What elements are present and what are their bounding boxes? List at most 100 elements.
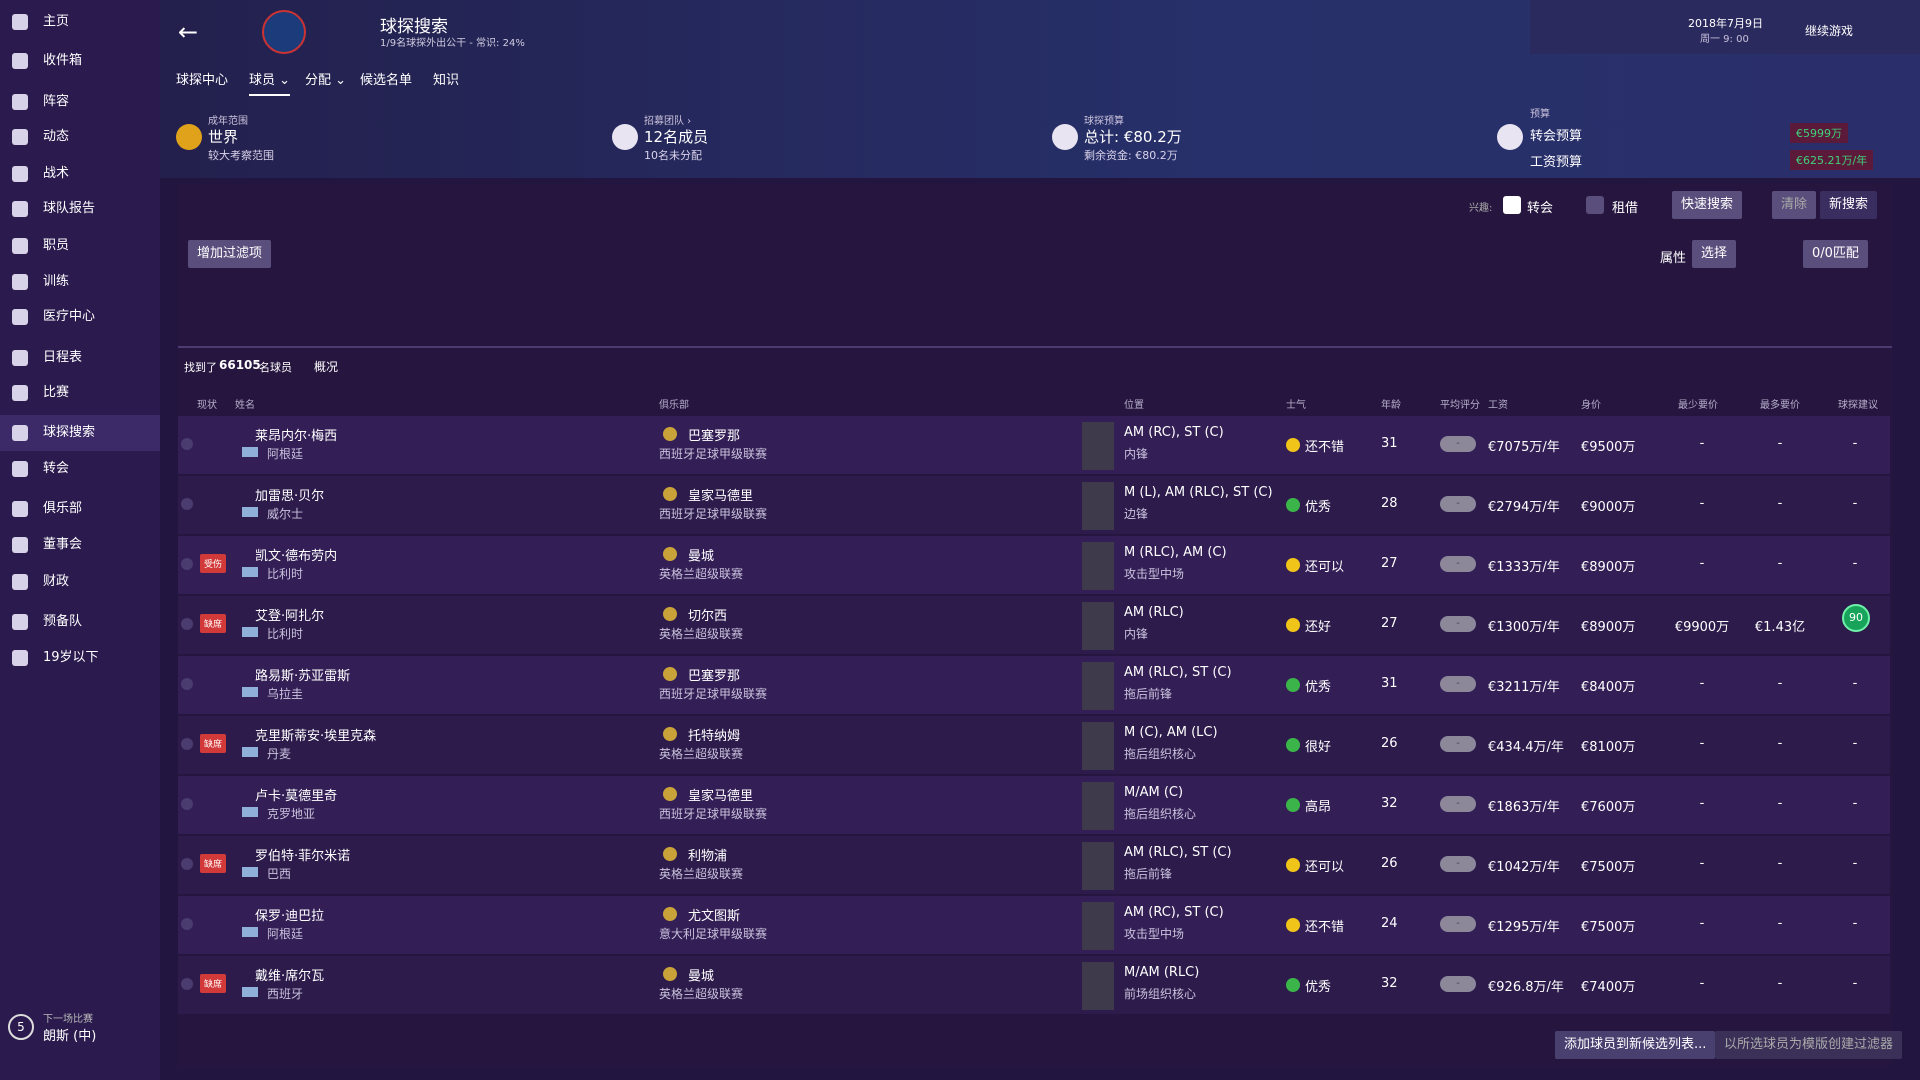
player-row[interactable]: 卢卡·莫德里奇 克罗地亚 皇家马德里 西班牙足球甲级联赛 M/AM (C) 拖后组织核心 高… bbox=[178, 776, 1890, 834]
rating: - bbox=[1440, 976, 1476, 992]
new-search[interactable]: 新搜索 bbox=[1820, 191, 1878, 219]
position: M (RLC), AM (C) bbox=[1124, 545, 1227, 560]
continue-button[interactable]: 继续游戏 bbox=[1805, 24, 1854, 38]
column-header[interactable]: 身价 bbox=[1581, 400, 1601, 411]
value: €8900万 bbox=[1581, 560, 1636, 575]
sidebar-item[interactable]: 医疗中心 bbox=[0, 299, 160, 335]
clear-button[interactable]: 清除 bbox=[1772, 191, 1817, 219]
league: 西班牙足球甲级联赛 bbox=[659, 507, 768, 521]
sidebar-item[interactable]: 俱乐部 bbox=[0, 491, 160, 527]
add-filter[interactable]: 增加过滤项 bbox=[188, 240, 272, 268]
morale: 还可以 bbox=[1305, 860, 1345, 875]
club: 利物浦 bbox=[688, 849, 728, 864]
column-header[interactable]: 球探建议 bbox=[1838, 400, 1878, 411]
column-header[interactable]: 现状 bbox=[197, 400, 217, 411]
sidebar-label: 职员 bbox=[43, 238, 70, 254]
sidebar-item[interactable]: 阵容 bbox=[0, 84, 160, 120]
player-row[interactable]: 缺席 克里斯蒂安·埃里克森 丹麦 托特纳姆 英格兰超级联赛 M (C), AM (LC) 拖… bbox=[178, 716, 1890, 774]
sidebar-item[interactable]: 财政 bbox=[0, 564, 160, 600]
nation: 阿根廷 bbox=[267, 927, 304, 941]
column-header[interactable]: 俱乐部 bbox=[659, 400, 689, 411]
value: €8400万 bbox=[1581, 680, 1636, 695]
sidebar-item[interactable]: 训练 bbox=[0, 264, 160, 300]
select-button[interactable]: 选择 bbox=[1692, 240, 1737, 268]
sidebar-icon bbox=[12, 385, 28, 402]
morale-icon bbox=[1286, 438, 1300, 452]
sidebar-item[interactable]: 日程表 bbox=[0, 340, 160, 376]
sidebar-item[interactable]: 转会 bbox=[0, 451, 160, 487]
info-label[interactable]: 招募团队 › bbox=[644, 116, 692, 127]
nation: 乌拉圭 bbox=[267, 687, 304, 701]
value: €8900万 bbox=[1581, 620, 1636, 635]
transfer-label: 转会预算 bbox=[1530, 129, 1583, 144]
flag bbox=[242, 507, 258, 517]
tab[interactable]: 球员 ⌄ bbox=[249, 69, 291, 96]
tab[interactable]: 知识 bbox=[433, 73, 460, 88]
sidebar-item[interactable]: 主页 bbox=[0, 4, 160, 40]
column-header[interactable]: 最少要价 bbox=[1678, 400, 1718, 411]
column-header[interactable]: 工资 bbox=[1488, 400, 1508, 411]
player-row[interactable]: 缺席 艾登·阿扎尔 比利时 切尔西 英格兰超级联赛 AM (RLC) 内锋 还好 27 - €130… bbox=[178, 596, 1890, 654]
rating: - bbox=[1440, 436, 1476, 452]
player-row[interactable]: 莱昂内尔·梅西 阿根廷 巴塞罗那 西班牙足球甲级联赛 AM (RC), ST (C) 内锋… bbox=[178, 416, 1890, 474]
scout-recommendation: - bbox=[1852, 916, 1858, 931]
quick-search[interactable]: 快速搜索 bbox=[1672, 191, 1743, 219]
nation: 克罗地亚 bbox=[267, 807, 316, 821]
sidebar: 主页 收件箱阵容 动态 战术 球队报告职员训练 医疗中心日程表 比赛球探搜索 转会俱乐部 董事会… bbox=[0, 0, 160, 1080]
sidebar-item[interactable]: 收件箱 bbox=[0, 43, 160, 79]
wage: €1300万/年 bbox=[1488, 620, 1560, 635]
morale-icon bbox=[1286, 618, 1300, 632]
morale: 优秀 bbox=[1305, 500, 1332, 515]
view-select[interactable]: 概况 bbox=[314, 360, 339, 374]
sidebar-item[interactable]: 比赛 bbox=[0, 375, 160, 411]
league: 意大利足球甲级联赛 bbox=[659, 927, 768, 941]
sidebar-item[interactable]: 球队报告 bbox=[0, 191, 160, 227]
status-badge: 缺席 bbox=[200, 734, 227, 753]
sidebar-icon bbox=[12, 425, 28, 442]
player-row[interactable]: 保罗·迪巴拉 阿根廷 尤文图斯 意大利足球甲级联赛 AM (RC), ST (C) 攻击型… bbox=[178, 896, 1890, 954]
age: 26 bbox=[1381, 736, 1398, 751]
column-header[interactable]: 士气 bbox=[1286, 400, 1306, 411]
tab[interactable]: 候选名单 bbox=[360, 73, 413, 88]
divider bbox=[178, 346, 1892, 348]
player-row[interactable]: 加雷思·贝尔 威尔士 皇家马德里 西班牙足球甲级联赛 M (L), AM (RLC), … bbox=[178, 476, 1890, 534]
column-header[interactable]: 位置 bbox=[1124, 400, 1144, 411]
match-select[interactable]: 0/0匹配 bbox=[1803, 240, 1868, 268]
column-header[interactable]: 年龄 bbox=[1381, 400, 1401, 411]
player-row[interactable]: 缺席 戴维·席尔瓦 西班牙 曼城 英格兰超级联赛 M/AM (RLC) 前场组织核心 优秀 32… bbox=[178, 956, 1890, 1014]
rating: - bbox=[1440, 496, 1476, 512]
player-row[interactable]: 路易斯·苏亚雷斯 乌拉圭 巴塞罗那 西班牙足球甲级联赛 AM (RLC), ST (C)… bbox=[178, 656, 1890, 714]
page-subtitle: 1/9名球探外出公干 - 常识: 24% bbox=[380, 38, 525, 49]
sidebar-item[interactable]: 动态 bbox=[0, 119, 160, 155]
sidebar-item[interactable]: 董事会 bbox=[0, 527, 160, 563]
column-header[interactable]: 姓名 bbox=[235, 400, 255, 411]
column-header[interactable]: 平均评分 bbox=[1440, 400, 1480, 411]
rating: - bbox=[1440, 616, 1476, 632]
sidebar-item[interactable]: 球探搜索 bbox=[0, 415, 160, 452]
back-button[interactable]: ← bbox=[178, 18, 199, 46]
sidebar-item[interactable]: 19岁以下 bbox=[0, 640, 160, 676]
add-shortlist[interactable]: 添加球员到新候选列表... bbox=[1555, 1031, 1716, 1059]
found-suffix: 名球员 bbox=[259, 361, 292, 374]
sidebar-item[interactable]: 职员 bbox=[0, 228, 160, 264]
sidebar-item[interactable]: 预备队 bbox=[0, 604, 160, 640]
morale: 优秀 bbox=[1305, 980, 1332, 995]
player-row[interactable]: 缺席 罗伯特·菲尔米诺 巴西 利物浦 英格兰超级联赛 AM (RLC), ST (C) 拖后… bbox=[178, 836, 1890, 894]
column-header[interactable]: 最多要价 bbox=[1760, 400, 1800, 411]
create-filter[interactable]: 以所选球员为模版创建过滤器 bbox=[1715, 1031, 1903, 1059]
nation: 丹麦 bbox=[267, 747, 292, 761]
role: 拖后组织核心 bbox=[1124, 807, 1197, 821]
tab[interactable]: 球探中心 bbox=[176, 73, 229, 88]
flag bbox=[242, 567, 258, 577]
tab[interactable]: 分配 ⌄ bbox=[305, 73, 347, 88]
loan-check[interactable] bbox=[1586, 196, 1604, 214]
player-row[interactable]: 受伤 凯文·德布劳内 比利时 曼城 英格兰超级联赛 M (RLC), AM (C) 攻击型中… bbox=[178, 536, 1890, 594]
position: AM (RC), ST (C) bbox=[1124, 425, 1224, 440]
scout-recommendation: - bbox=[1852, 676, 1858, 691]
value: €8100万 bbox=[1581, 740, 1636, 755]
sidebar-label: 19岁以下 bbox=[43, 649, 99, 665]
transfer-check[interactable] bbox=[1503, 196, 1521, 214]
row-checkbox bbox=[181, 618, 193, 630]
next-match[interactable]: 朗斯 (中) bbox=[43, 1029, 97, 1044]
sidebar-item[interactable]: 战术 bbox=[0, 156, 160, 192]
